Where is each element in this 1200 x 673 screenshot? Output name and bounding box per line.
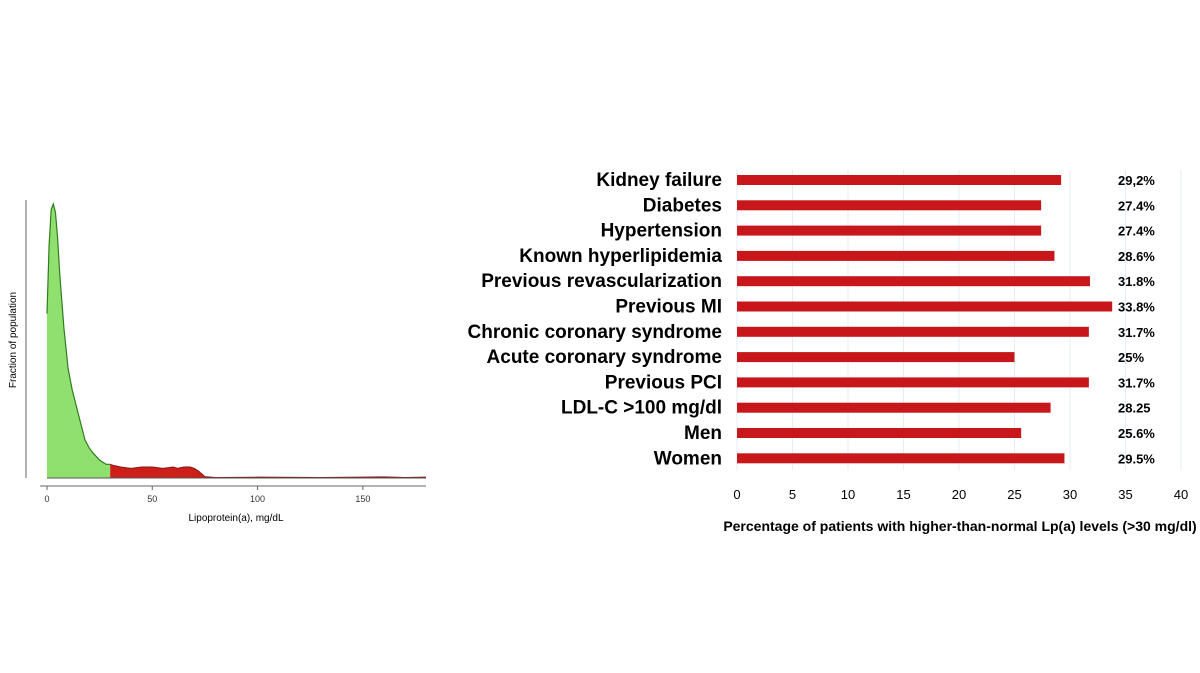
bar bbox=[737, 276, 1090, 287]
bar bbox=[737, 301, 1113, 312]
value-label: 27.4% bbox=[1118, 224, 1155, 239]
density-area-above-threshold bbox=[110, 464, 427, 478]
bar-x-tick-label: 30 bbox=[1063, 487, 1077, 502]
category-label: Known hyperlipidemia bbox=[519, 246, 722, 267]
value-label: 28.25 bbox=[1118, 401, 1151, 416]
category-label: LDL-C >100 mg/dl bbox=[561, 398, 722, 419]
category-label: Diabetes bbox=[643, 195, 722, 216]
bar bbox=[737, 377, 1089, 388]
value-label: 29,2% bbox=[1118, 173, 1155, 188]
bar bbox=[737, 402, 1051, 413]
value-label: 27.4% bbox=[1118, 198, 1155, 213]
density-x-tick-label: 150 bbox=[355, 494, 370, 504]
density-y-axis-title: Fraction of population bbox=[8, 292, 19, 388]
category-label: Chronic coronary syndrome bbox=[468, 322, 722, 343]
density-x-axis-title: Lipoprotein(a), mg/dL bbox=[188, 513, 283, 524]
density-x-tick-label: 50 bbox=[147, 494, 157, 504]
bar-grid bbox=[736, 170, 1182, 471]
bar-plot-area: Kidney failure 29,2% Diabetes 27.4% Hyperten… bbox=[468, 170, 1189, 502]
value-label: 31.8% bbox=[1118, 274, 1155, 289]
bar-x-tick-label: 25 bbox=[1007, 487, 1021, 502]
category-label: Previous PCI bbox=[605, 372, 722, 393]
category-label: Previous MI bbox=[615, 297, 722, 318]
bar-x-tick-label: 0 bbox=[733, 487, 740, 502]
bar bbox=[737, 200, 1042, 211]
category-label: Kidney failure bbox=[596, 170, 722, 191]
density-x-tick-label: 100 bbox=[250, 494, 265, 504]
density-plot-area: 0 50 100 150 bbox=[25, 200, 427, 504]
value-label: 25.6% bbox=[1118, 426, 1155, 441]
category-label: Men bbox=[684, 423, 722, 444]
density-curve-below bbox=[46, 202, 111, 465]
bar bbox=[737, 352, 1015, 363]
bar bbox=[737, 250, 1055, 261]
category-label: Hypertension bbox=[601, 221, 722, 242]
category-label: Previous revascularization bbox=[481, 271, 722, 292]
value-label: 31.7% bbox=[1118, 325, 1155, 340]
bar-x-tick-label: 10 bbox=[841, 487, 855, 502]
bar bbox=[737, 175, 1062, 185]
bar bbox=[737, 225, 1042, 236]
value-label: 29.5% bbox=[1118, 451, 1155, 466]
value-label: 33.8% bbox=[1118, 300, 1155, 315]
bar-x-tick-label: 35 bbox=[1118, 487, 1132, 502]
bar-x-tick-label: 40 bbox=[1174, 487, 1188, 502]
bar bbox=[737, 428, 1022, 438]
bar bbox=[737, 453, 1065, 464]
density-curve-above bbox=[110, 463, 427, 478]
bar bbox=[737, 326, 1089, 337]
bar-x-tick-label: 20 bbox=[952, 487, 966, 502]
bar-x-tick-label: 5 bbox=[789, 487, 796, 502]
category-label: Acute coronary syndrome bbox=[487, 347, 722, 368]
value-label: 25% bbox=[1118, 350, 1144, 365]
density-x-tick-label: 0 bbox=[44, 494, 49, 504]
value-label: 28.6% bbox=[1118, 249, 1155, 264]
value-label: 31.7% bbox=[1118, 375, 1155, 390]
bar-x-tick-label: 15 bbox=[896, 487, 910, 502]
lpa-density-chart: 0 50 100 150 Lipoprotein(a), mg/dL Fraction… bbox=[8, 200, 427, 524]
category-label: Women bbox=[654, 448, 722, 469]
bar-x-axis-title: Percentage of patients with higher-than-… bbox=[723, 518, 1196, 534]
density-area-below-threshold bbox=[47, 204, 111, 478]
